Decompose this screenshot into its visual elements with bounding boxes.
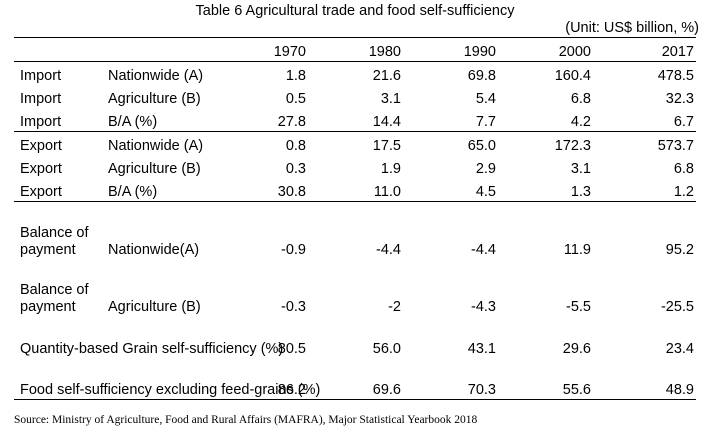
cell-value: 29.6 <box>562 341 591 357</box>
year-header: 2000 <box>513 37 608 62</box>
header-blank <box>102 37 242 62</box>
row-label: Nationwide (A) <box>102 131 242 155</box>
cell-value: -0.9 <box>242 201 323 259</box>
cell-value: 5.4 <box>475 91 496 107</box>
cell-value: 30.8 <box>277 184 306 200</box>
row-category: Import <box>20 91 62 107</box>
header-row: 1970 1980 1990 2000 2017 <box>14 37 696 62</box>
row-label: B/A (%) <box>108 184 158 200</box>
table-row: Export B/A (%) 30.8 11.0 4.5 1.3 1.2 <box>14 178 696 202</box>
cell-value: 86.2 <box>242 358 323 400</box>
row-label: Agriculture (B) <box>108 161 201 177</box>
year-header: 1970 <box>242 37 323 62</box>
cell-value: -4.3 <box>471 299 496 315</box>
cell-value: 0.8 <box>242 131 323 155</box>
cell-value: 23.4 <box>665 341 694 357</box>
cell-value: 70.3 <box>418 358 513 400</box>
cell-value: 4.5 <box>475 184 496 200</box>
cell-value: 1.2 <box>673 184 694 200</box>
row-label: Nationwide (A) <box>108 68 204 84</box>
cell-value: 65.0 <box>418 131 513 155</box>
cell-value: 69.6 <box>323 358 418 400</box>
year-header: 1980 <box>323 37 418 62</box>
cell-value: 69.8 <box>467 68 496 84</box>
row-category: Export <box>20 161 62 177</box>
cell-value: 6.7 <box>673 114 694 130</box>
year-header: 2017 <box>608 37 696 62</box>
cell-value: 0.5 <box>285 91 306 107</box>
cell-value: 160.4 <box>554 68 591 84</box>
cell-value: 6.8 <box>570 91 591 107</box>
cell-value: 1.9 <box>380 161 401 177</box>
cell-value: 95.2 <box>608 201 696 259</box>
cell-value: -4.4 <box>418 201 513 259</box>
cell-value: 6.8 <box>673 161 694 177</box>
cell-value: 172.3 <box>513 131 608 155</box>
row-category: Quantity-based Grain self-sufficiency (%… <box>20 341 284 357</box>
cell-value: 1.8 <box>285 68 306 84</box>
row-label: Nationwide(A) <box>102 201 242 259</box>
row-category: Export <box>14 131 102 155</box>
cell-value: 3.1 <box>570 161 591 177</box>
row-category: Food self-sufficiency excluding feed-gra… <box>14 358 320 400</box>
source-note: Source: Ministry of Agriculture, Food an… <box>14 414 478 426</box>
cell-value: 55.6 <box>513 358 608 400</box>
table-row: Balance of payment Nationwide(A) -0.9 -4… <box>14 201 696 259</box>
cell-value: 27.8 <box>277 114 306 130</box>
cell-value: 14.4 <box>372 114 401 130</box>
cell-value: 11.9 <box>513 201 608 259</box>
cell-value: 43.1 <box>467 341 496 357</box>
row-label: B/A (%) <box>108 114 158 130</box>
cell-value: 7.7 <box>475 114 496 130</box>
row-label: Agriculture (B) <box>108 299 201 315</box>
table-row: Import B/A (%) 27.8 14.4 7.7 4.2 6.7 <box>14 108 696 132</box>
cell-value: 4.2 <box>570 114 591 130</box>
row-category: Import <box>20 114 62 130</box>
row-category: Balance of payment <box>14 201 102 259</box>
cell-value: 1.3 <box>570 184 591 200</box>
cell-value: 32.3 <box>665 91 694 107</box>
table-row: Export Nationwide (A) 0.8 17.5 65.0 172.… <box>14 131 696 155</box>
table-row: Import Agriculture (B) 0.5 3.1 5.4 6.8 3… <box>14 85 696 108</box>
cell-value: 573.7 <box>608 131 696 155</box>
table-row: Balance of payment Agriculture (B) -0.3 … <box>14 259 696 316</box>
cell-value: -0.3 <box>281 299 306 315</box>
cell-value: 0.3 <box>285 161 306 177</box>
cell-value: 56.0 <box>372 341 401 357</box>
cell-value: -2 <box>388 299 401 315</box>
year-header: 1990 <box>418 37 513 62</box>
table-row: Quantity-based Grain self-sufficiency (%… <box>14 316 696 358</box>
table-title: Table 6 Agricultural trade and food self… <box>195 3 515 19</box>
trade-table: 1970 1980 1990 2000 2017 Import Nationwi… <box>14 37 696 400</box>
row-category: Balance of payment <box>20 282 89 315</box>
table-row: Food self-sufficiency excluding feed-gra… <box>14 358 696 400</box>
unit-note: (Unit: US$ billion, %) <box>565 20 699 36</box>
cell-value: 21.6 <box>372 68 401 84</box>
cell-value: 478.5 <box>657 68 694 84</box>
row-label: Agriculture (B) <box>108 91 201 107</box>
cell-value: -25.5 <box>660 299 694 315</box>
row-category: Import <box>20 68 62 84</box>
table-row: Import Nationwide (A) 1.8 21.6 69.8 160.… <box>14 62 696 86</box>
header-blank <box>14 37 102 62</box>
cell-value: 3.1 <box>380 91 401 107</box>
cell-value: 48.9 <box>608 358 696 400</box>
cell-value: 80.5 <box>277 341 306 357</box>
cell-value: -4.4 <box>323 201 418 259</box>
cell-value: 11.0 <box>373 184 401 200</box>
row-category: Export <box>20 184 62 200</box>
cell-value: 2.9 <box>475 161 496 177</box>
table-row: Export Agriculture (B) 0.3 1.9 2.9 3.1 6… <box>14 155 696 178</box>
cell-value: 17.5 <box>323 131 418 155</box>
cell-value: -5.5 <box>566 299 591 315</box>
